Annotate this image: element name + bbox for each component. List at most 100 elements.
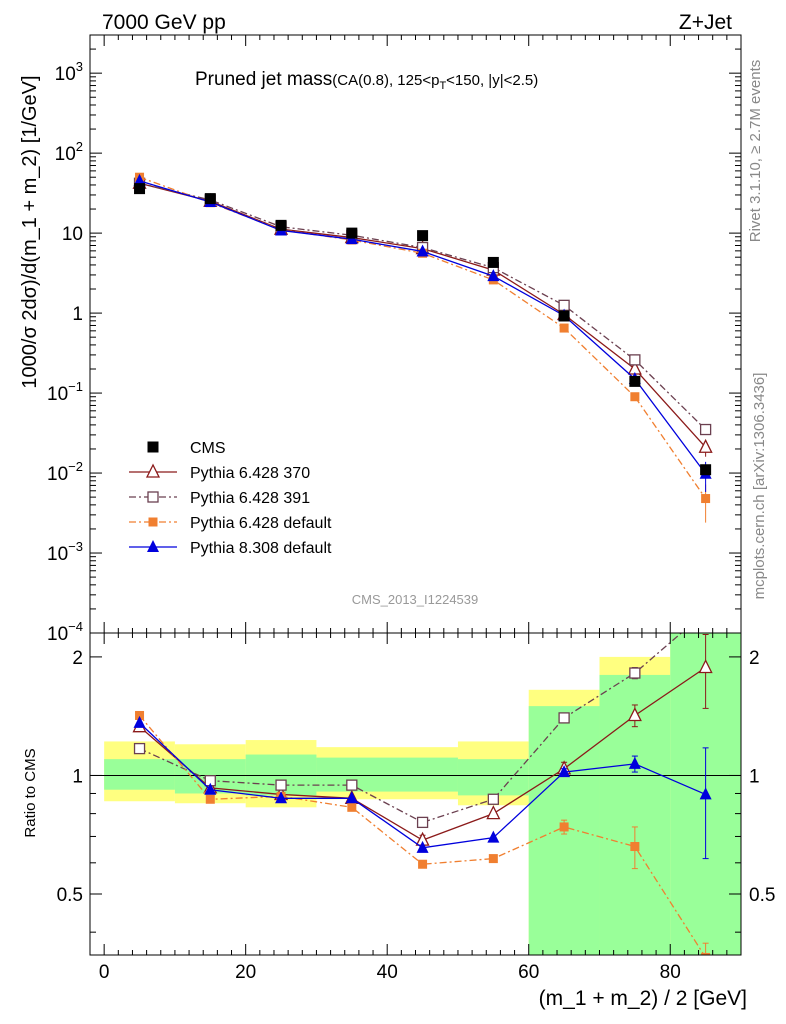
watermark-label: CMS_2013_I1224539 [352, 592, 479, 607]
cms-data-point [346, 227, 358, 239]
ratio-point [133, 715, 146, 728]
y-tick-base: 10 [55, 144, 76, 165]
mcplots-label: mcplots.cern.ch [arXiv:1306.3436] [751, 373, 768, 600]
legend-label-cms: CMS [190, 440, 226, 457]
chart-title: Pruned jet mass(CA(0.8), 125<pT<150, |y|… [195, 69, 538, 92]
ratio-y-tick-label: 2 [72, 648, 83, 669]
cms-data-point [275, 219, 287, 231]
y-tick-exponent: −4 [68, 619, 83, 634]
ratio-point [628, 756, 641, 769]
ratio-point [345, 791, 358, 804]
legend-label-3: Pythia 8.308 default [190, 540, 332, 557]
y-tick-base: 10 [47, 544, 68, 565]
y-tick-base: 10 [47, 624, 68, 645]
ratio-point [701, 607, 711, 617]
ratio-series-3 [133, 715, 712, 860]
cms-data-point [700, 464, 712, 476]
y-tick-base: 10 [47, 464, 68, 485]
y-tick-base: 1 [72, 304, 83, 325]
ratio-line-1 [139, 633, 683, 824]
legend-marker-1 [147, 491, 159, 503]
ratio-point [486, 805, 501, 820]
y-tick-label: 10−4 [47, 619, 83, 645]
header-right-label: Z+Jet [679, 11, 732, 34]
data-point [487, 269, 500, 282]
ratio-line-2 [139, 715, 705, 955]
legend-marker-2 [148, 517, 158, 527]
data-point [559, 323, 569, 333]
ratio-point [698, 659, 713, 674]
legend-label-0: Pythia 6.428 370 [190, 465, 310, 482]
ratio-point [558, 712, 570, 724]
y-tick-base: 10 [55, 64, 76, 85]
y-tick-label: 10−1 [47, 379, 83, 405]
ratio-point [699, 787, 712, 800]
x-tick-label: 60 [518, 962, 539, 983]
series-1 [133, 177, 712, 436]
series-line-3 [139, 180, 707, 475]
ratio-y-tick-label-right: 2 [749, 648, 760, 669]
ratio-point [347, 802, 357, 812]
x-tick-label: 0 [99, 962, 110, 983]
ratio-point [701, 952, 711, 955]
band-green-0 [104, 759, 175, 790]
y-tick-label: 103 [55, 59, 83, 85]
chart-title-main: Pruned jet mass [195, 69, 332, 90]
x-tick-label: 40 [377, 962, 398, 983]
ratio-point [559, 822, 569, 832]
y-tick-label: 102 [55, 139, 83, 165]
series-0 [132, 174, 713, 457]
y-tick-label: 10−2 [47, 459, 83, 485]
ratio-panel: 0 20 40 60 80 2 2 1 1 0.5 0.5 Ratio to CMS (m_1 + … [22, 607, 775, 1010]
band-green-3 [316, 757, 458, 792]
cms-data-point [204, 193, 216, 205]
y-tick-label: 10−3 [47, 539, 83, 565]
ratio-point [346, 779, 358, 791]
ratio-y-axis-label: Ratio to CMS [22, 748, 39, 837]
y-tick-exponent: −2 [68, 459, 83, 474]
header-left-label: 7000 GeV pp [102, 11, 226, 34]
ratio-point [558, 765, 571, 778]
main-series-group [132, 172, 713, 523]
y-tick-exponent: −3 [68, 539, 83, 554]
x-tick-label: 80 [660, 962, 681, 983]
ratio-frame [89, 632, 742, 956]
ratio-y-tick-label-right: 1 [749, 766, 760, 787]
chart-title-detail: (CA(0.8), 125<pT<150, |y|<2.5) [332, 72, 538, 92]
ratio-point [135, 710, 145, 720]
series-line-0 [139, 182, 707, 448]
y-tick-label: 1 [72, 304, 83, 325]
data-point [629, 354, 641, 366]
ratio-point [488, 854, 498, 864]
y-axis-label: 1000/σ 2dσ)/d(m_1 + m_2) [1/GeV] [19, 75, 41, 388]
rivet-version-label: Rivet 3.1.10, ≥ 2.7M events [747, 60, 764, 243]
ratio-y-tick-label: 1 [72, 766, 83, 787]
cms-data-point [417, 230, 429, 242]
ratio-point [418, 859, 428, 869]
ratio-point [204, 782, 217, 795]
ratio-point [416, 840, 429, 853]
ratio-point [627, 707, 642, 722]
cms-data-point [629, 375, 641, 387]
legend-marker-cms [147, 441, 159, 453]
ratio-point [275, 779, 287, 791]
cms-data-points [134, 183, 712, 476]
legend-label-2: Pythia 6.428 default [190, 515, 332, 532]
ratio-point [630, 842, 640, 852]
ratio-point [629, 667, 641, 679]
data-point [701, 494, 711, 504]
ratio-point [275, 791, 288, 804]
y-tick-label: 10 [62, 224, 83, 245]
ratio-point [487, 830, 500, 843]
ratio-y-tick-label: 0.5 [57, 885, 83, 906]
y-tick-exponent: −1 [68, 379, 83, 394]
ratio-point [133, 742, 146, 755]
band-green-4 [457, 759, 529, 796]
x-tick-label: 20 [235, 962, 256, 983]
y-tick-exponent: 2 [76, 139, 83, 154]
ratio-point [487, 793, 499, 805]
x-axis-label: (m_1 + m_2) / 2 [GeV] [539, 987, 747, 1010]
series-line-1 [139, 182, 707, 430]
